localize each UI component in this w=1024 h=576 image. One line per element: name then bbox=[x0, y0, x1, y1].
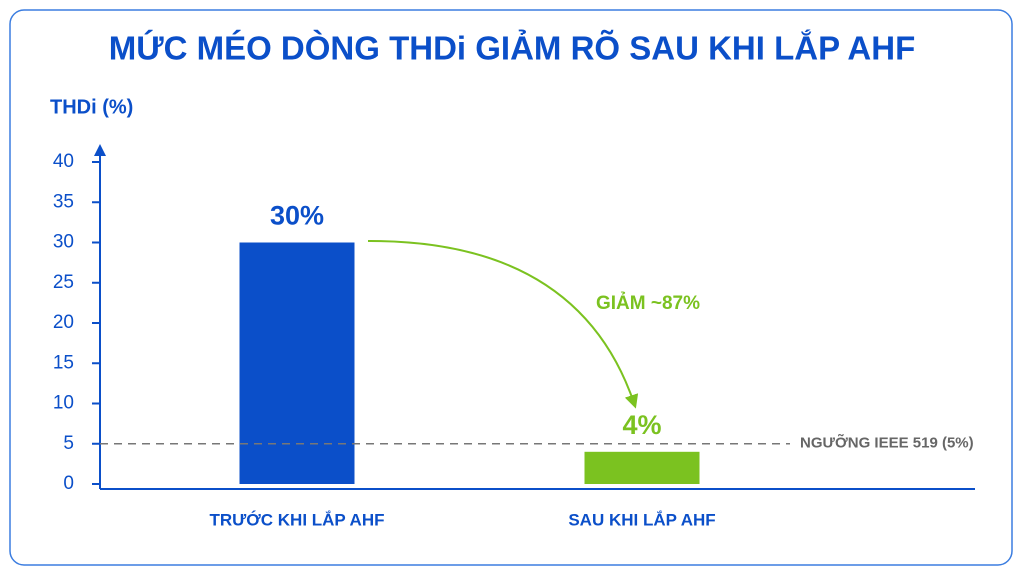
y-tick-label: 10 bbox=[53, 393, 74, 414]
x-tick-label: SAU KHI LẮP AHF bbox=[568, 510, 715, 529]
y-tick-label: 15 bbox=[53, 352, 74, 373]
y-tick-label: 30 bbox=[53, 232, 74, 253]
bar bbox=[239, 242, 355, 484]
reduction-arrow bbox=[367, 239, 639, 409]
y-tick-label: 25 bbox=[53, 272, 74, 293]
y-axis-label: THDi (%) bbox=[50, 96, 133, 118]
x-tick-label: TRƯỚC KHI LẮP AHF bbox=[210, 510, 385, 529]
y-tick-label: 40 bbox=[53, 151, 74, 172]
y-tick-label: 0 bbox=[63, 473, 74, 494]
value-label: 30% bbox=[270, 201, 324, 231]
value-label: 4% bbox=[622, 410, 661, 440]
y-tick-label: 35 bbox=[53, 191, 74, 212]
y-tick-label: 20 bbox=[53, 312, 74, 333]
annotation: GIẢM ~87% bbox=[596, 292, 700, 314]
chart-title: MỨC MÉO DÒNG THDi GIẢM RÕ SAU KHI LẮP AH… bbox=[109, 30, 916, 67]
bar bbox=[584, 451, 700, 484]
threshold-label: NGƯỠNG IEEE 519 (5%) bbox=[800, 434, 974, 452]
frame bbox=[9, 9, 1013, 566]
y-tick-label: 5 bbox=[63, 433, 74, 454]
